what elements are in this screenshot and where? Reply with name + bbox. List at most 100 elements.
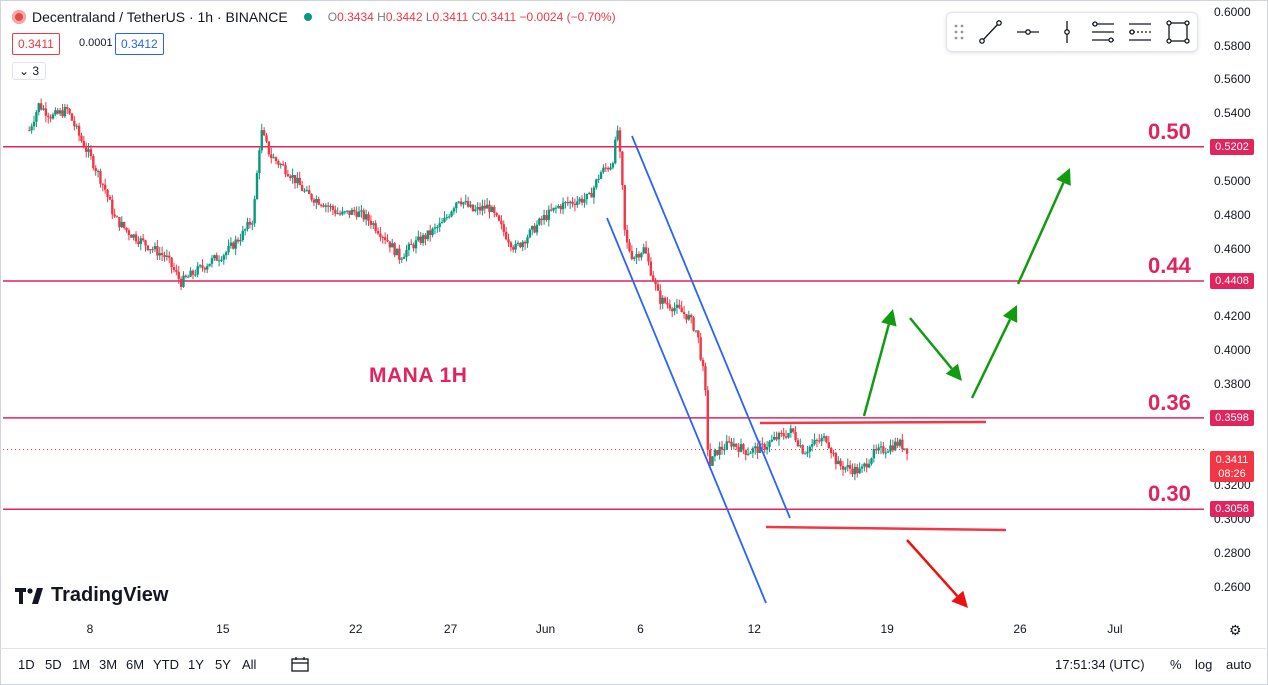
candle-body (440, 222, 444, 224)
range-button-5y[interactable]: 5Y (215, 657, 231, 672)
range-button-ytd[interactable]: YTD (153, 657, 179, 672)
candle-body (345, 210, 349, 212)
drag-handle-icon[interactable] (954, 24, 964, 40)
candle-body (905, 448, 909, 454)
candle-body (550, 209, 553, 211)
candle-body (808, 446, 812, 452)
channel-upper-line[interactable] (631, 135, 791, 519)
channel-lower-line[interactable] (606, 217, 767, 604)
bid-price[interactable]: 0.3411 (12, 33, 60, 55)
change-value: −0.0024 (−0.70%) (519, 10, 616, 24)
candle-body (331, 206, 335, 210)
candle-body (678, 304, 681, 308)
range-button-5d[interactable]: 5D (45, 657, 62, 672)
log-toggle[interactable]: log (1195, 657, 1213, 672)
price-tick-label: 0.5000 (1214, 173, 1251, 188)
candle-body (270, 154, 273, 158)
candle-body (609, 167, 612, 170)
candle-body (205, 266, 209, 270)
candle-body (782, 433, 785, 437)
candle-body (803, 453, 807, 455)
candle-body (856, 466, 859, 474)
candle-body (149, 249, 152, 251)
candle-body (395, 248, 399, 256)
parallel-channel-icon[interactable] (1092, 21, 1114, 43)
rectangle-icon[interactable] (1166, 20, 1190, 44)
candle-body (54, 110, 57, 115)
candle-body (462, 202, 465, 205)
horizontal-ray-icon[interactable] (1017, 29, 1039, 35)
candle-body (348, 210, 351, 215)
time-tick-label: Jul (1107, 622, 1123, 636)
up-arrow-1[interactable] (862, 309, 897, 417)
calendar-icon[interactable] (290, 657, 312, 676)
candle-body (478, 206, 482, 211)
candle-body (322, 205, 325, 207)
price-tick-label: 0.3800 (1214, 376, 1251, 391)
candle-body (144, 240, 147, 246)
breakdown-arrow[interactable] (906, 539, 968, 608)
range-button-1d[interactable]: 1D (18, 657, 35, 672)
candle-body (597, 178, 600, 180)
candle-body (834, 453, 838, 465)
candle-body (125, 227, 128, 231)
range-button-3m[interactable]: 3M (99, 657, 118, 672)
settings-gear-icon[interactable]: ⚙ (1229, 622, 1242, 638)
indicator-count: 3 (32, 64, 40, 78)
candle-body (656, 284, 660, 291)
candle-body (867, 463, 871, 468)
candle-body (514, 243, 517, 250)
fib-retracement-icon[interactable] (1129, 23, 1151, 41)
candle-body (763, 444, 766, 450)
candle-body (56, 110, 59, 114)
candle-body (889, 445, 892, 452)
utc-clock[interactable]: 17:51:34 (UTC) (1055, 657, 1145, 672)
candle-body (578, 198, 581, 202)
range-button-6m[interactable]: 6M (126, 657, 145, 672)
symbol-title[interactable]: Decentraland / TetherUS · 1h · BINANCE (32, 9, 288, 25)
candle-body (682, 312, 686, 315)
candle-body (464, 201, 467, 203)
percent-toggle[interactable]: % (1170, 657, 1182, 672)
time-tick-label: 27 (443, 622, 458, 636)
resistance-box-line[interactable] (759, 420, 987, 425)
candle-body (251, 223, 254, 225)
candle-body (469, 204, 472, 207)
range-button-1y[interactable]: 1Y (188, 657, 204, 672)
ask-price[interactable]: 0.3412 (115, 33, 164, 55)
time-tick-label: 8 (86, 622, 94, 636)
up-arrow-2[interactable] (970, 305, 1018, 399)
bottom-toolbar: 1D 5D 1M 3M 6M YTD 1Y 5Y All 17:51:34 (UTC) % lo… (0, 648, 1266, 684)
range-button-1m[interactable]: 1M (72, 657, 91, 672)
auto-toggle[interactable]: auto (1226, 657, 1252, 672)
candles (28, 98, 909, 481)
price-chart[interactable] (0, 0, 1268, 612)
candle-body (308, 190, 311, 194)
level-label: 0.44 (1148, 252, 1191, 278)
range-button-all[interactable]: All (242, 657, 257, 672)
candle-body (628, 242, 631, 252)
down-arrow-pullback[interactable] (909, 317, 962, 381)
trend-line-icon[interactable] (979, 20, 1002, 44)
price-axis[interactable]: 0.6000 0.5800 0.5600 0.5400 0.5000 0.4800 0.46… (1204, 0, 1266, 612)
candle-body (63, 107, 67, 117)
candle-body (848, 465, 852, 469)
price-tick-label: 0.5800 (1214, 38, 1251, 53)
candle-body (246, 221, 249, 230)
up-arrow-3[interactable] (1016, 168, 1071, 285)
price-tick-label: 0.5400 (1214, 106, 1251, 121)
candle-body (49, 117, 52, 119)
candle-body (775, 436, 778, 440)
support-box-line[interactable] (765, 525, 1007, 532)
price-tick-label: 0.4800 (1214, 207, 1251, 222)
candle-body (829, 448, 833, 454)
candle-body (837, 460, 840, 465)
vertical-line-icon[interactable] (1064, 21, 1070, 43)
tradingview-logo[interactable]: TradingView (15, 584, 168, 607)
indicator-toggle[interactable]: ⌄ 3 (12, 62, 47, 80)
candle-body (521, 241, 524, 248)
price-tick-label: 0.6000 (1214, 4, 1251, 19)
level-price-tag: 0.5202 (1210, 138, 1254, 155)
candle-body (293, 174, 297, 184)
candle-body (341, 211, 344, 215)
